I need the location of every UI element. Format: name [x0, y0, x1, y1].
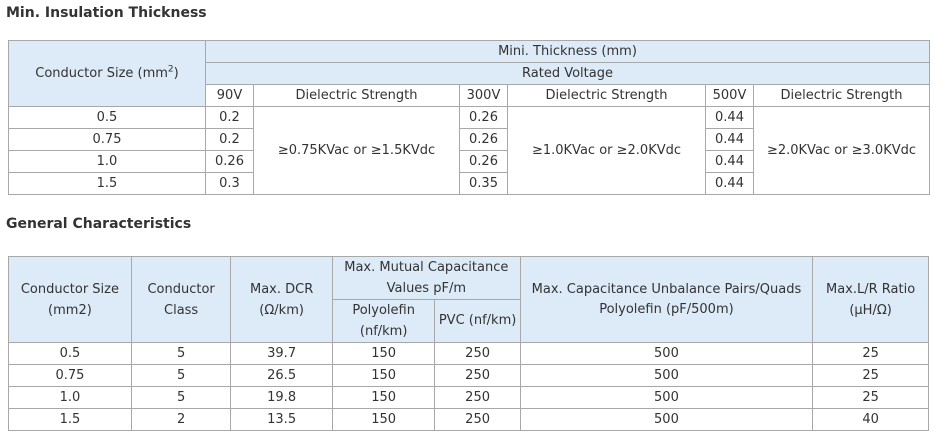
cell-lr-ratio: 25 [812, 386, 929, 409]
header-300v: 300V [459, 84, 508, 107]
table-row: 0.75 5 26.5 150 250 500 25 [8, 364, 929, 387]
table-row: 0.75 0.2 0.26 0.44 [8, 128, 930, 151]
cell-size: 1.5 [8, 172, 206, 195]
cell-dielectric-300v: ≥1.0KVac or ≥2.0KVdc [507, 106, 706, 195]
conductor-size-close: ) [173, 65, 179, 81]
cell-size: 0.75 [8, 364, 132, 387]
cell-90v: 0.26 [205, 150, 254, 173]
cell-unbalance: 500 [519, 386, 814, 409]
cell-dcr: 39.7 [230, 342, 333, 365]
insulation-thickness-table: Conductor Size (mm2) Mini. Thickness (mm… [8, 40, 930, 195]
general-characteristics-table: Conductor Size (mm2) Conductor Class Max… [8, 256, 929, 431]
header-capacitance-unbalance: Max. Capacitance Unbalance Pairs/Quads P… [519, 256, 814, 343]
header-conductor-size: Conductor Size (mm2) [8, 256, 132, 343]
cell-500v: 0.44 [705, 106, 754, 129]
header-unbalance-line1: Max. Capacitance Unbalance Pairs/Quads [531, 281, 802, 297]
header-dielectric-90v: Dielectric Strength [253, 84, 460, 107]
header-unbalance-line2: Polyolefin (pF/500m) [599, 301, 734, 317]
header-max-dcr: Max. DCR (Ω/km) [230, 256, 333, 343]
header-lr-ratio: Max.L/R Ratio (μH/Ω) [812, 256, 929, 343]
cell-polyolefin: 150 [331, 364, 436, 387]
cell-lr-ratio: 25 [812, 364, 929, 387]
header-90v: 90V [205, 84, 254, 107]
header-polyolefin: Polyolefin (nf/km) [331, 299, 436, 343]
cell-size: 1.5 [8, 408, 132, 431]
cell-dcr: 13.5 [230, 408, 333, 431]
cell-300v: 0.35 [459, 172, 508, 195]
cell-300v: 0.26 [459, 128, 508, 151]
insulation-section-title: Min. Insulation Thickness [6, 5, 207, 21]
cell-class: 5 [130, 342, 232, 365]
cell-pvc: 250 [434, 342, 521, 365]
cell-polyolefin: 150 [331, 342, 436, 365]
cell-pvc: 250 [434, 408, 521, 431]
header-dielectric-300v: Dielectric Strength [507, 84, 706, 107]
cell-lr-ratio: 40 [812, 408, 929, 431]
table-row: 1.0 5 19.8 150 250 500 25 [8, 386, 929, 409]
cell-class: 5 [130, 364, 232, 387]
cell-90v: 0.2 [205, 106, 254, 129]
cell-unbalance: 500 [519, 342, 814, 365]
table-row: 1.5 2 13.5 150 250 500 40 [8, 408, 929, 431]
cell-500v: 0.44 [705, 172, 754, 195]
header-mini-thickness: Mini. Thickness (mm) [205, 40, 930, 63]
cell-300v: 0.26 [459, 106, 508, 129]
cell-pvc: 250 [434, 364, 521, 387]
table-row: 0.5 5 39.7 150 250 500 25 [8, 342, 929, 365]
cell-polyolefin: 150 [331, 408, 436, 431]
general-section-title: General Characteristics [6, 216, 192, 232]
cell-size: 0.75 [8, 128, 206, 151]
cell-500v: 0.44 [705, 150, 754, 173]
cell-size: 1.0 [8, 150, 206, 173]
cell-size: 1.0 [8, 386, 132, 409]
cell-dielectric-90v: ≥0.75KVac or ≥1.5KVdc [253, 106, 460, 195]
header-500v: 500V [705, 84, 754, 107]
header-pvc: PVC (nf/km) [434, 299, 521, 343]
cell-class: 5 [130, 386, 232, 409]
cell-500v: 0.44 [705, 128, 754, 151]
cell-class: 2 [130, 408, 232, 431]
header-mutual-capacitance: Max. Mutual Capacitance Values pF/m [331, 256, 521, 300]
cell-lr-ratio: 25 [812, 342, 929, 365]
cell-unbalance: 500 [519, 408, 814, 431]
header-dielectric-500v: Dielectric Strength [753, 84, 930, 107]
header-conductor-size: Conductor Size (mm2) [8, 40, 206, 107]
table-row: 0.5 0.2 ≥0.75KVac or ≥1.5KVdc 0.26 ≥1.0K… [8, 106, 930, 195]
table-row: 1.5 0.3 0.35 0.44 [8, 172, 930, 195]
cell-300v: 0.26 [459, 150, 508, 173]
cell-dielectric-500v: ≥2.0KVac or ≥3.0KVdc [753, 106, 930, 195]
cell-unbalance: 500 [519, 364, 814, 387]
cell-90v: 0.2 [205, 128, 254, 151]
cell-size: 0.5 [8, 342, 132, 365]
conductor-size-label: Conductor Size (mm [35, 65, 168, 81]
header-rated-voltage: Rated Voltage [205, 62, 930, 85]
cell-90v: 0.3 [205, 172, 254, 195]
header-conductor-class: Conductor Class [130, 256, 232, 343]
cell-size: 0.5 [8, 106, 206, 129]
cell-pvc: 250 [434, 386, 521, 409]
cell-dcr: 26.5 [230, 364, 333, 387]
conductor-size-sup: 2 [167, 64, 174, 75]
cell-dcr: 19.8 [230, 386, 333, 409]
cell-polyolefin: 150 [331, 386, 436, 409]
